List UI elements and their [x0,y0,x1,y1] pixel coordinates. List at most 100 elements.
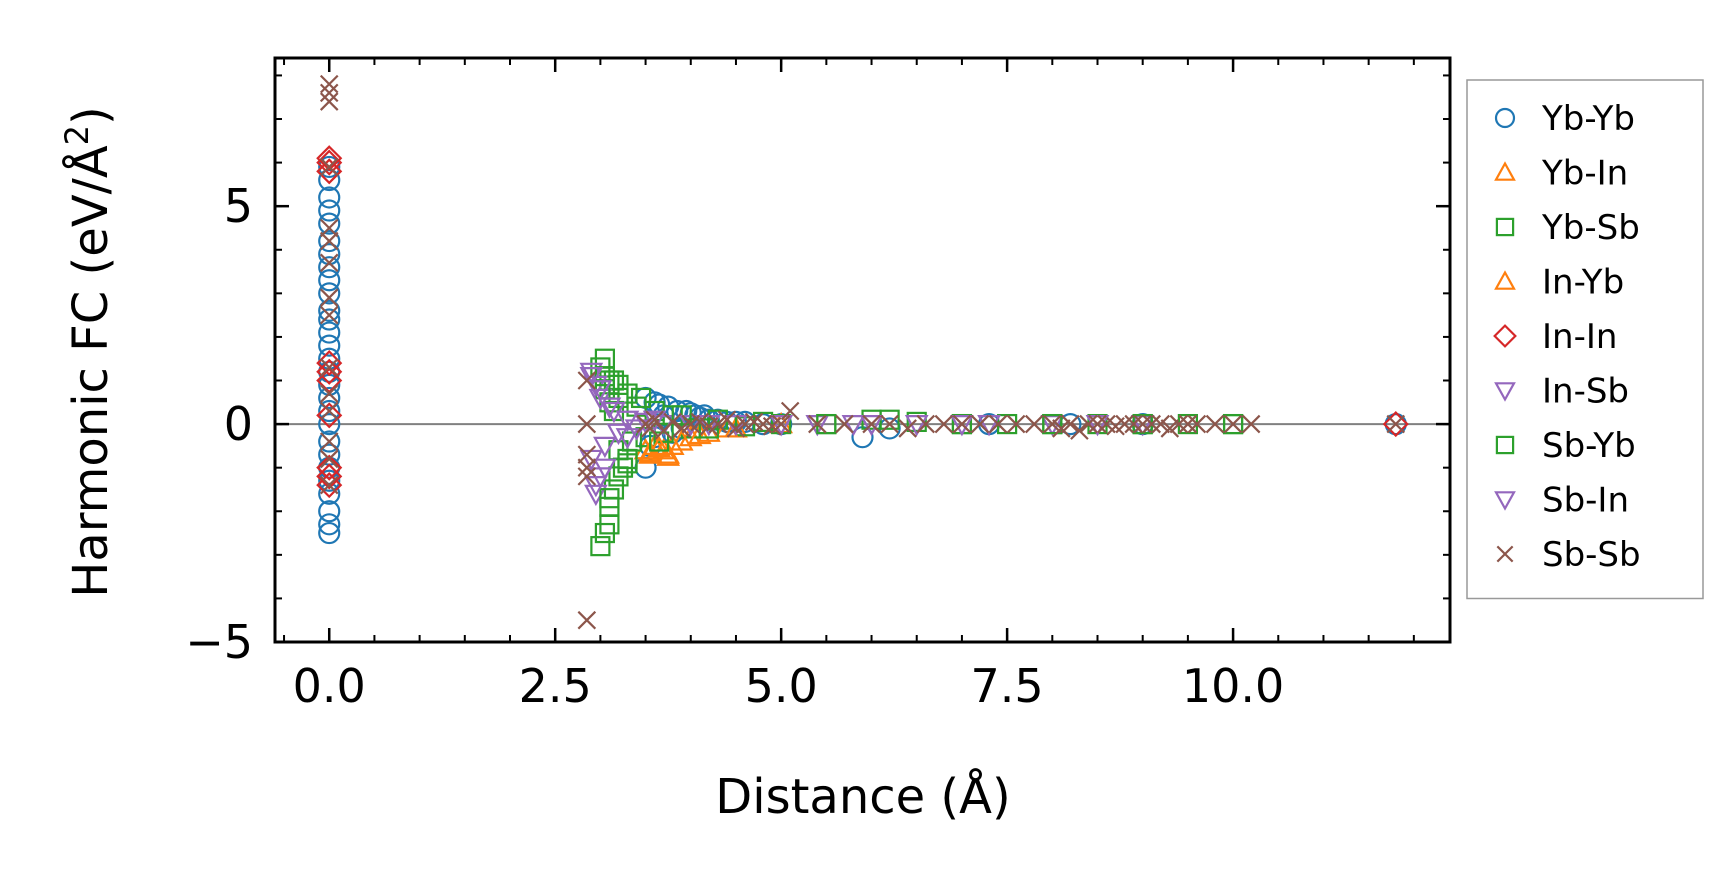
point-sb-sb [1061,414,1080,434]
point-sb-yb [649,431,670,452]
y-axis-label-end: ) [63,106,119,125]
point-sb-in [602,401,626,424]
plot-frame [273,56,1452,644]
point-in-yb [647,435,672,458]
point-sb-sb [319,401,339,421]
point-sb-sb [319,475,339,495]
point-sb-in [950,414,974,437]
point-sb-sb [1205,414,1225,434]
x-axis-label: Distance (Å) [715,768,1010,825]
point-in-yb [687,422,712,445]
point-in-yb [656,442,681,464]
legend-marker-sb-yb [1495,435,1515,455]
point-in-yb [669,429,694,451]
legend: Yb-Yb Yb-In Yb-Sb In-Yb In-In In-Sb Sb-Yb Sb-In… [1466,79,1704,600]
point-sb-sb [726,419,746,438]
point-sb-sb [780,401,800,421]
point-sb-sb [1115,414,1134,434]
point-in-in [316,145,343,172]
point-sb-sb [988,414,1008,434]
y-tick-label: 0 [224,397,253,451]
point-in-in [1382,411,1409,438]
point-sb-in [588,380,613,402]
point-sb-sb [862,414,881,434]
y-axis-label: Harmonic FC (eV/Å2) [58,106,119,598]
point-sb-yb [617,453,638,474]
point-yb-yb [318,412,341,436]
legend-label-yb-in: Yb-In [1541,154,1628,194]
point-sb-in [579,367,604,389]
point-sb-sb [319,449,339,469]
point-sb-yb [630,387,652,409]
legend-label-sb-in: Sb-In [1542,481,1629,521]
point-sb-sb [970,414,990,434]
point-sb-sb [577,610,597,630]
point-sb-sb [952,414,972,434]
point-in-in [316,454,343,481]
data-marks [316,74,1409,630]
point-sb-sb [319,358,339,377]
point-yb-sb [861,409,882,430]
series-sb-sb [319,74,1406,630]
point-sb-sb [319,305,339,325]
point-sb-sb [319,253,339,273]
point-sb-in [593,458,617,480]
point-yb-yb [318,256,341,279]
point-sb-yb [1222,413,1244,435]
point-yb-yb [318,399,341,423]
point-in-sb [841,414,866,437]
point-sb-sb [835,414,854,434]
y-tick-label: 5 [224,179,253,233]
point-yb-yb [318,334,341,357]
legend-marker-in-yb [1494,270,1516,290]
point-in-sb [593,436,617,459]
point-in-in [316,472,343,499]
point-in-sb [977,414,1001,437]
point-sb-in [859,414,884,437]
point-yb-yb [318,269,341,292]
point-yb-yb [318,308,341,331]
x-tick-label: 10.0 [1182,659,1284,713]
point-sb-sb [1006,414,1026,434]
point-sb-sb [1124,414,1143,434]
point-sb-in [1085,414,1110,437]
point-sb-sb [1386,414,1406,434]
point-sb-sb [577,414,597,434]
point-in-in [316,158,343,185]
point-sb-sb [1241,414,1261,434]
point-sb-sb [1151,414,1171,434]
point-sb-sb [1052,419,1071,438]
legend-marker-yb-yb [1494,107,1516,129]
point-sb-sb [1088,414,1107,434]
point-sb-sb [1024,414,1044,434]
point-sb-yb [671,405,692,426]
series-yb-sb [590,348,1244,557]
point-sb-sb [577,371,597,390]
point-yb-yb [318,282,341,305]
point-in-sb [606,423,631,446]
point-sb-sb [577,467,597,486]
point-sb-sb [1169,414,1189,434]
series-yb-yb [318,155,1407,545]
point-sb-sb [319,92,339,111]
point-yb-yb [318,186,341,209]
legend-label-sb-yb: Sb-Yb [1542,426,1636,466]
point-sb-sb [690,412,710,432]
point-sb-yb [599,488,620,509]
point-sb-sb [319,218,339,238]
point-yb-yb [318,469,341,492]
point-yb-yb [318,430,341,453]
point-sb-sb [319,288,339,307]
legend-marker-in-in [1493,324,1517,348]
point-sb-sb [319,432,339,451]
point-sb-sb [577,458,597,477]
point-sb-sb [1070,421,1089,440]
point-in-in [316,402,343,429]
point-yb-sb [590,536,611,557]
x-tick-label: 5.0 [745,659,818,713]
point-yb-yb [318,155,341,179]
point-yb-yb [318,229,341,253]
point-sb-sb [1043,414,1062,434]
legend-marker-yb-sb [1495,217,1515,237]
point-sb-sb [1223,414,1243,434]
